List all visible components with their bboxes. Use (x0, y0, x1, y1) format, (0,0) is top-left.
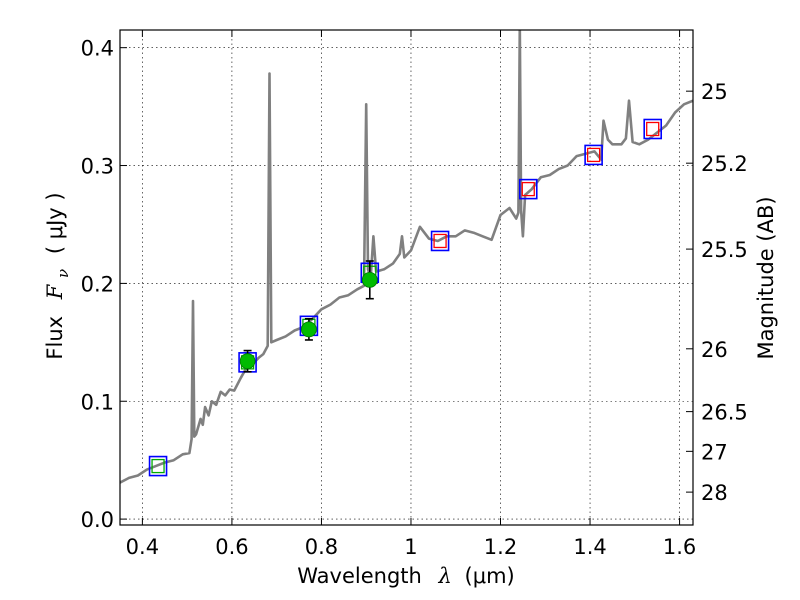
model-photometry-square (430, 230, 450, 252)
tick-layer: 0.4 0.6 0.8 1 1.2 1.4 1.6 0.0 0.1 0.2 0.3 0.4 25 25.2… (81, 30, 748, 559)
model-photometry-square (148, 455, 168, 477)
band-marker-square (151, 458, 165, 474)
band-marker-square (586, 147, 601, 163)
y2-tick-label: 25.5 (701, 238, 748, 262)
plot-frame (119, 29, 694, 526)
observed-flux-point (301, 321, 317, 338)
secondary-y-axis-label: Magnitude (AB) (754, 196, 778, 359)
y-axis-label-symbol: F (43, 283, 67, 300)
y2-tick-label: 25 (701, 80, 728, 104)
observed-flux-point (239, 353, 256, 370)
x-tick-label: 0.4 (126, 535, 159, 559)
y-axis-label-unit: ( μJy ) (43, 192, 67, 254)
model-photometry-square (518, 178, 538, 200)
y2-tick-label: 28 (701, 481, 728, 505)
label-layer: Wavelength λ (μm) Flux F ν ( μJy ) Magni… (43, 192, 778, 588)
x-tick-label: 1.4 (573, 535, 606, 559)
y2-tick-label: 26.5 (701, 401, 748, 425)
y-tick-label: 0.1 (81, 390, 114, 414)
x-axis-label: Wavelength λ (μm) (297, 564, 514, 588)
model-photometry-square (643, 118, 663, 140)
model-photometry-square (584, 144, 603, 166)
observed-flux-point (361, 271, 378, 288)
x-axis-label-symbol: λ (438, 564, 452, 588)
y2-tick-label: 27 (701, 440, 728, 464)
x-axis-label-unit: (μm) (465, 564, 515, 588)
marker-layer (148, 118, 663, 477)
y-axis-label: Flux F ν ( μJy ) (43, 192, 73, 359)
band-marker-square (433, 233, 447, 249)
model-spectrum-line (120, 30, 693, 484)
y2-tick-label: 25.2 (701, 152, 748, 176)
y2-tick-label: 26 (701, 338, 728, 362)
y-tick-label: 0.4 (81, 37, 114, 61)
spectrum-layer (120, 30, 693, 484)
y-axis-label-subscript: ν (54, 269, 72, 278)
x-tick-label: 0.6 (215, 535, 248, 559)
y-tick-label: 0.3 (81, 155, 114, 179)
x-tick-label: 1.6 (663, 535, 696, 559)
y-tick-label: 0.0 (81, 508, 114, 532)
band-marker-square (646, 121, 660, 137)
x-tick-label: 1 (404, 535, 417, 559)
x-tick-label: 1.2 (484, 535, 517, 559)
grid (120, 30, 693, 525)
y-axis-label-text: Flux (43, 316, 67, 360)
y-tick-label: 0.2 (81, 272, 114, 296)
x-axis-label-text: Wavelength (297, 564, 422, 588)
band-marker-square (521, 181, 535, 197)
x-tick-label: 0.8 (305, 535, 338, 559)
